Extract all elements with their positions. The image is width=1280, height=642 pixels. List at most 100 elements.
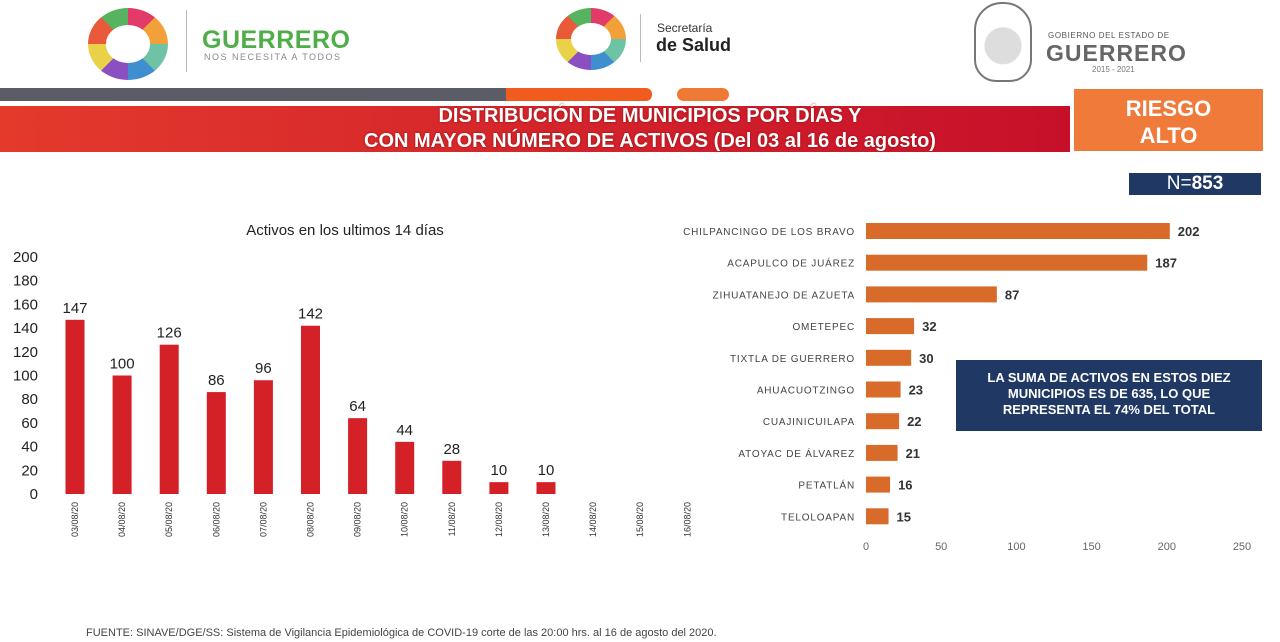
brand-subtitle: NOS NECESITA A TODOS (204, 52, 342, 62)
data-label: 21 (906, 446, 920, 461)
bar (866, 254, 1148, 271)
bar (442, 460, 462, 494)
y-tick-label: 80 (21, 391, 38, 408)
bar (348, 418, 368, 494)
bar (866, 476, 891, 493)
data-label: 187 (1155, 256, 1177, 271)
bar (395, 441, 415, 494)
data-label: 202 (1178, 224, 1200, 239)
category-label: AHUACUOTZINGO (757, 386, 855, 397)
page-title: DISTRIBUCIÓN DE MUNICIPIOS POR DÍAS Y CO… (300, 104, 1000, 154)
data-label: 28 (443, 441, 460, 458)
data-label: 15 (897, 509, 911, 524)
data-label: 22 (907, 414, 921, 429)
daily-chart-title: Activos en los ultimos 14 días (246, 222, 444, 239)
bar (866, 223, 1170, 239)
source-note: FUENTE: SINAVE/DGE/SS: Sistema de Vigila… (86, 627, 717, 639)
x-tick-label: 04/08/20 (117, 502, 127, 537)
guerrero-logo-icon (88, 8, 168, 80)
salud-top-text: Secretaría (657, 21, 713, 35)
bar (112, 375, 132, 494)
data-label: 10 (491, 462, 508, 479)
x-tick-label: 200 (1158, 541, 1176, 553)
x-tick-label: 09/08/20 (353, 502, 363, 537)
y-tick-label: 20 (21, 462, 38, 479)
title-band (0, 106, 1070, 152)
category-label: TELOLOAPAN (781, 512, 855, 523)
header-divider (640, 14, 641, 62)
data-label: 126 (157, 325, 182, 342)
data-label: 142 (298, 306, 323, 323)
bar (866, 286, 997, 303)
gob-top-text: GOBIERNO DEL ESTADO DE (1048, 31, 1170, 40)
x-tick-label: 05/08/20 (164, 502, 174, 537)
x-tick-label: 11/08/20 (447, 502, 457, 536)
data-label: 30 (919, 351, 933, 366)
bar (866, 381, 901, 398)
x-tick-label: 100 (1007, 541, 1025, 553)
y-tick-label: 180 (13, 273, 38, 290)
bar (65, 319, 85, 494)
category-label: CUAJINICUILAPA (763, 417, 855, 428)
category-label: OMETEPEC (792, 322, 855, 333)
y-tick-label: 140 (13, 320, 38, 337)
bar (206, 392, 226, 494)
page-title-line1: DISTRIBUCIÓN DE MUNICIPIOS POR DÍAS Y (438, 105, 862, 127)
category-label: ZIHUATANEJO DE AZUETA (713, 290, 855, 301)
category-label: PETATLÁN (798, 479, 855, 492)
header-stripe-orange (506, 88, 652, 101)
n-label: N= (1166, 173, 1192, 194)
header-stripe-pill (677, 88, 729, 101)
header-stripe-gray (0, 88, 508, 101)
bar (253, 380, 273, 494)
x-tick-label: 250 (1233, 541, 1251, 553)
risk-line1: RIESGO (1125, 96, 1212, 121)
data-label: 10 (538, 462, 555, 479)
y-tick-label: 160 (13, 296, 38, 313)
x-tick-label: 12/08/20 (494, 502, 504, 537)
state-seal-icon (974, 2, 1032, 82)
x-tick-label: 50 (935, 541, 947, 553)
x-tick-label: 150 (1082, 541, 1100, 553)
gob-main-text: GUERRERO (1046, 40, 1187, 66)
risk-badge: RIESGO ALTO (1072, 87, 1265, 153)
data-label: 23 (909, 383, 923, 398)
x-tick-label: 08/08/20 (306, 502, 316, 537)
x-tick-label: 07/08/20 (258, 502, 268, 537)
y-tick-label: 40 (21, 439, 38, 456)
category-label: ACAPULCO DE JUÁREZ (727, 257, 855, 270)
bar (866, 444, 898, 461)
x-tick-label: 16/08/20 (682, 502, 692, 537)
salud-main-text: de Salud (656, 35, 732, 55)
data-label: 87 (1005, 287, 1019, 302)
bar (301, 325, 320, 494)
bar (866, 318, 915, 335)
bar (866, 413, 900, 430)
category-label: CHILPANCINGO DE LOS BRAVO (683, 227, 855, 238)
summary-note: LA SUMA DE ACTIVOS EN ESTOS DIEZ MUNICIP… (956, 360, 1262, 431)
y-tick-label: 120 (13, 344, 38, 361)
y-tick-label: 60 (21, 415, 38, 432)
data-label: 96 (255, 360, 272, 377)
data-label: 147 (62, 300, 87, 317)
y-tick-label: 200 (13, 249, 38, 266)
category-label: TIXTLA DE GUERRERO (730, 354, 855, 365)
total-count-badge: N=853 (1129, 173, 1261, 195)
data-label: 100 (110, 356, 135, 373)
x-tick-label: 10/08/20 (400, 502, 410, 537)
x-tick-label: 06/08/20 (211, 502, 221, 537)
bar (159, 344, 179, 494)
bar (866, 508, 889, 525)
data-label: 16 (898, 478, 912, 493)
brand-title: GUERRERO (202, 26, 351, 54)
page-title-line2: CON MAYOR NÚMERO DE ACTIVOS (Del 03 al 1… (364, 130, 936, 152)
risk-line2: ALTO (1139, 123, 1198, 148)
x-tick-label: 13/08/20 (541, 502, 551, 537)
bar (536, 482, 556, 494)
category-label: ATOYAC DE ÁLVAREZ (738, 447, 855, 460)
x-tick-label: 15/08/20 (635, 502, 645, 537)
n-value: 853 (1191, 173, 1224, 194)
data-label: 86 (208, 372, 225, 389)
y-tick-label: 100 (13, 368, 38, 385)
